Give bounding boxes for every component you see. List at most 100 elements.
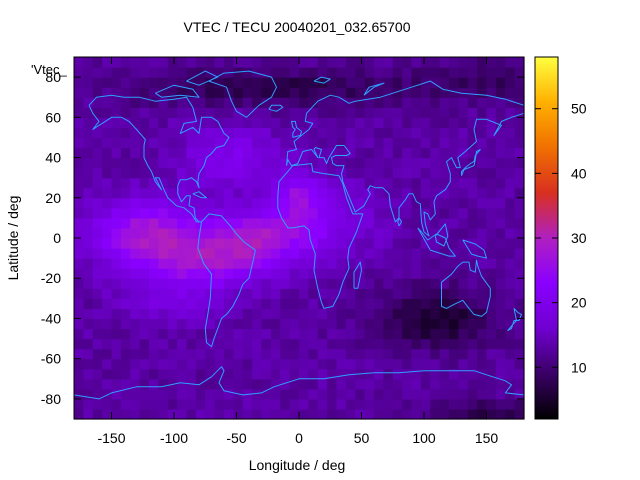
heat-cell xyxy=(317,87,328,98)
heat-cell xyxy=(420,408,431,420)
coastline-ellesmere xyxy=(186,70,219,86)
heat-cell xyxy=(392,358,403,370)
heat-cell xyxy=(130,177,141,189)
heat-cell xyxy=(120,408,131,420)
heat-cell xyxy=(467,177,478,189)
heat-cell xyxy=(486,177,497,189)
heat-cell xyxy=(374,77,384,88)
heat-cell xyxy=(149,338,159,350)
heat-cell xyxy=(111,127,122,139)
heat-cell xyxy=(139,348,150,360)
heat-cell xyxy=(120,187,131,199)
heat-cell xyxy=(111,288,122,299)
heat-cell xyxy=(252,268,263,279)
heat-cell xyxy=(299,77,309,88)
heat-cell xyxy=(327,248,338,259)
coastline-iceland xyxy=(268,104,284,112)
heat-cell xyxy=(392,248,403,259)
heat-cell xyxy=(167,398,178,410)
heat-cell xyxy=(430,187,441,199)
heat-cell xyxy=(149,278,159,289)
heat-cell xyxy=(477,348,488,360)
heat-cell xyxy=(364,107,375,118)
heat-cell xyxy=(186,258,197,269)
heat-cell xyxy=(505,167,516,179)
heat-cell xyxy=(336,348,347,360)
heat-cell xyxy=(336,388,347,400)
heat-cell xyxy=(336,157,347,169)
heat-cell xyxy=(458,57,469,68)
heat-cell xyxy=(289,197,300,209)
heat-cell xyxy=(327,127,338,139)
heat-cell xyxy=(345,348,356,360)
heat-cell xyxy=(289,358,300,370)
heat-cell xyxy=(458,308,469,320)
heat-cell xyxy=(364,258,375,269)
heat-cell xyxy=(383,288,394,299)
heat-cell xyxy=(355,207,366,219)
heat-cell xyxy=(411,87,422,98)
heat-cell xyxy=(486,408,497,420)
heat-cell xyxy=(139,107,150,118)
heat-cell xyxy=(270,358,281,370)
heat-cell xyxy=(242,177,253,189)
heat-cell xyxy=(495,97,506,108)
heat-cell xyxy=(280,57,291,68)
heat-cell xyxy=(158,258,169,269)
heat-cell xyxy=(430,227,441,239)
heat-cell xyxy=(195,388,206,400)
heat-cell xyxy=(514,197,525,209)
heat-cell xyxy=(102,278,113,289)
heat-cell xyxy=(449,77,459,88)
heat-cell xyxy=(486,187,497,199)
heat-cell xyxy=(177,358,188,370)
heat-cell xyxy=(83,288,94,299)
heat-cell xyxy=(102,288,113,299)
heat-cell xyxy=(402,197,413,209)
heat-cell xyxy=(111,378,122,390)
heat-cell xyxy=(355,358,366,370)
heat-cell xyxy=(477,117,488,128)
heat-cell xyxy=(355,87,366,98)
heat-cell xyxy=(364,137,375,149)
heat-cell xyxy=(242,258,253,269)
heat-cell xyxy=(355,238,366,249)
heat-cell xyxy=(449,67,459,78)
heat-cell xyxy=(224,358,234,370)
heat-cell xyxy=(205,328,216,340)
heat-cell xyxy=(336,107,347,118)
heat-cell xyxy=(224,348,234,360)
heat-cell xyxy=(120,147,131,159)
heat-cell xyxy=(195,67,206,78)
heat-cell xyxy=(252,147,263,159)
heat-cell xyxy=(374,318,384,330)
heat-cell xyxy=(327,398,338,410)
heat-cell xyxy=(139,308,150,320)
heat-cell xyxy=(355,67,366,78)
heat-cell xyxy=(345,137,356,149)
heat-cell xyxy=(280,318,291,330)
heat-cell xyxy=(299,157,309,169)
heat-cell xyxy=(83,298,94,309)
heat-cell xyxy=(195,177,206,189)
heat-cell xyxy=(102,87,113,98)
heat-cell xyxy=(477,318,488,330)
heat-cell xyxy=(505,398,516,410)
heat-cell xyxy=(317,328,328,340)
heat-cell xyxy=(149,358,159,370)
heat-cell xyxy=(149,217,159,229)
heat-cell xyxy=(402,187,413,199)
heat-cell xyxy=(505,308,516,320)
heat-cell xyxy=(74,67,84,78)
heat-cell xyxy=(308,258,319,269)
heat-cell xyxy=(242,338,253,350)
heat-cell xyxy=(177,258,188,269)
heat-cell xyxy=(74,298,84,309)
heat-cell xyxy=(233,268,244,279)
heat-cell xyxy=(439,107,450,118)
heat-cell xyxy=(467,318,478,330)
heat-cell xyxy=(467,147,478,159)
coastline-asia-south xyxy=(286,112,525,237)
heat-cell xyxy=(514,187,525,199)
heat-cell xyxy=(92,238,103,249)
